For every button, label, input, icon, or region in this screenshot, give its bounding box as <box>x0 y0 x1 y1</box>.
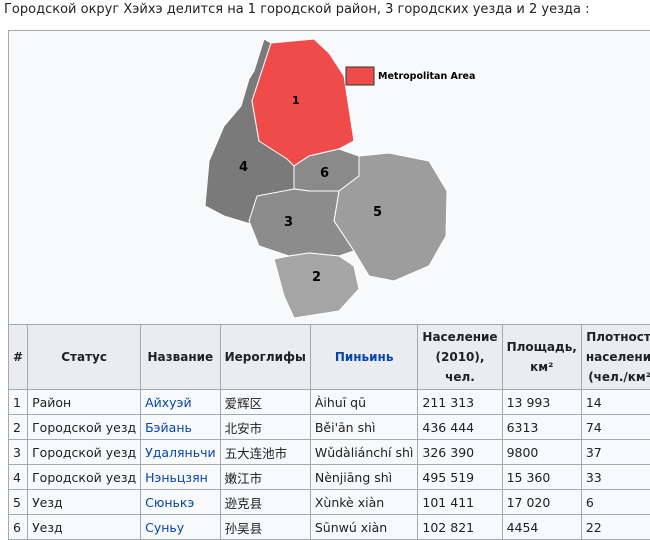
table-cell: 101 411 <box>418 490 502 515</box>
region-label: 4 <box>239 160 248 175</box>
table-cell: 孙吴县 <box>220 515 310 540</box>
table-cell[interactable]: Сюнькэ <box>141 490 220 515</box>
table-cell[interactable]: Нэньцзян <box>141 465 220 490</box>
legend-swatch <box>346 67 374 85</box>
map-cell: 1 2 3 4 5 6 Metropolitan Area <box>9 31 650 325</box>
table-cell: Àihuī qū <box>310 390 418 415</box>
table-cell: 3 <box>9 440 28 465</box>
table-cell: 15 360 <box>502 465 581 490</box>
region-label: 6 <box>320 166 329 181</box>
region-label: 3 <box>284 215 293 230</box>
table-cell: 6313 <box>502 415 581 440</box>
table-cell: Běi'ān shì <box>310 415 418 440</box>
table-cell[interactable]: Айхуэй <box>141 390 220 415</box>
region-label: 1 <box>292 94 300 107</box>
table-cell: Sūnwú xiàn <box>310 515 418 540</box>
table-cell: Nènjiāng shì <box>310 465 418 490</box>
table-cell: Wǔdàliánchí shì <box>310 440 418 465</box>
column-header: Население (2010), чел. <box>418 325 502 390</box>
column-header: Статус <box>28 325 141 390</box>
table-cell: Городской уезд <box>28 415 141 440</box>
table-cell: 6 <box>581 490 650 515</box>
table-cell: 436 444 <box>418 415 502 440</box>
column-header: # <box>9 325 28 390</box>
table-cell: Городской уезд <box>28 440 141 465</box>
table-cell: 嫩江市 <box>220 465 310 490</box>
table-cell: 102 821 <box>418 515 502 540</box>
table-cell: Городской уезд <box>28 465 141 490</box>
table-cell: 逊克县 <box>220 490 310 515</box>
table-cell: 6 <box>9 515 28 540</box>
table-cell: 33 <box>581 465 650 490</box>
table-cell: 五大连池市 <box>220 440 310 465</box>
column-header: Название <box>141 325 220 390</box>
table-cell: 37 <box>581 440 650 465</box>
table-cell: 北安市 <box>220 415 310 440</box>
table-cell: 22 <box>581 515 650 540</box>
region-label: 5 <box>373 205 382 220</box>
table-cell: 495 519 <box>418 465 502 490</box>
table-cell: 211 313 <box>418 390 502 415</box>
region-2 <box>274 253 359 318</box>
table-cell: Xùnkè xiàn <box>310 490 418 515</box>
table-cell: 2 <box>9 415 28 440</box>
table-cell[interactable]: Суньу <box>141 515 220 540</box>
region-label: 2 <box>312 270 321 285</box>
map: 1 2 3 4 5 6 Metropolitan Area <box>9 31 643 321</box>
intro: Городской округ Хэйхэ делится на 1 город… <box>4 2 590 17</box>
column-header: Площадь, км² <box>502 325 581 390</box>
table-cell[interactable]: Бэйань <box>141 415 220 440</box>
table-cell[interactable]: Удаляньчи <box>141 440 220 465</box>
table-cell: 14 <box>581 390 650 415</box>
table-cell: 4 <box>9 465 28 490</box>
table-cell: 9800 <box>502 440 581 465</box>
table-cell: 5 <box>9 490 28 515</box>
table-cell: Уезд <box>28 490 141 515</box>
table-cell: 4454 <box>502 515 581 540</box>
column-header: Иероглифы <box>220 325 310 390</box>
table-cell: 爱辉区 <box>220 390 310 415</box>
table-cell: 326 390 <box>418 440 502 465</box>
legend-label: Metropolitan Area <box>378 71 475 82</box>
table-cell: Район <box>28 390 141 415</box>
table-cell: Уезд <box>28 515 141 540</box>
table-cell: 1 <box>9 390 28 415</box>
table-cell: 13 993 <box>502 390 581 415</box>
table-cell: 17 020 <box>502 490 581 515</box>
column-header: Пиньинь <box>310 325 418 390</box>
column-header: Плотность населения (чел./км²) <box>581 325 650 390</box>
table-cell: 74 <box>581 415 650 440</box>
